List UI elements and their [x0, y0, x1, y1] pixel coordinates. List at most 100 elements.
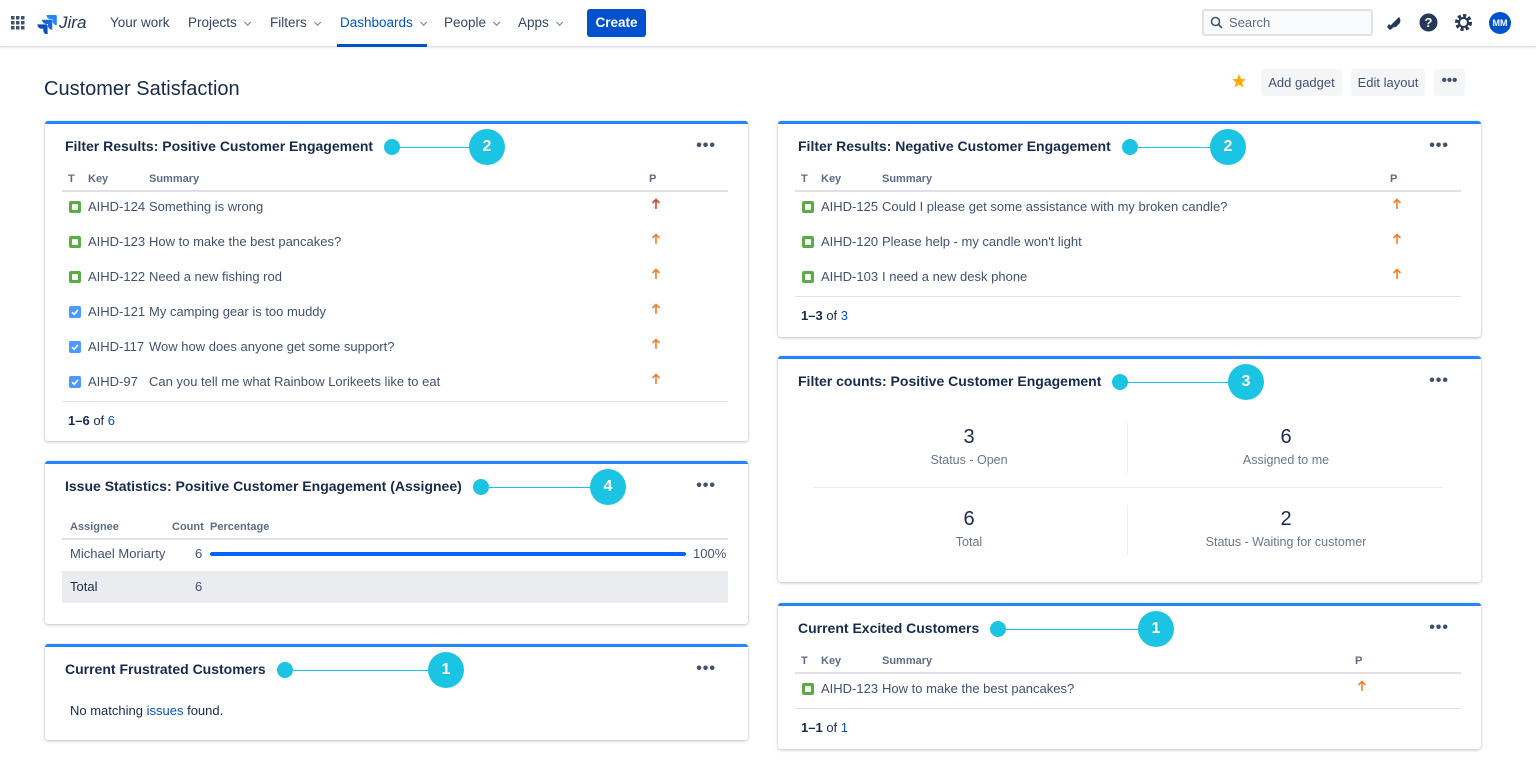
nav-item[interactable]: Filters — [270, 0, 321, 47]
priority-icon — [1357, 680, 1367, 691]
chevron — [313, 18, 321, 26]
jira-logo-text[interactable]: Jira — [59, 13, 87, 32]
issue-key[interactable]: AIHD-123 — [88, 234, 146, 249]
issue-type-icon — [802, 236, 814, 248]
gadget-menu[interactable]: ••• — [1429, 137, 1449, 154]
issue-key[interactable]: AIHD-103 — [821, 269, 879, 284]
check — [71, 379, 79, 386]
issue-key[interactable]: AIHD-121 — [88, 304, 146, 319]
icon-inner — [805, 274, 811, 280]
icon-inner — [805, 204, 811, 210]
app-switcher[interactable] — [11, 16, 25, 30]
issue-summary[interactable]: My camping gear is too muddy — [149, 304, 327, 319]
page-total[interactable]: 3 — [840, 308, 849, 323]
issue-key[interactable]: AIHD-125 — [821, 199, 879, 214]
gadget-title: Filter counts: Positive Customer Engagem… — [798, 373, 1102, 389]
issue-type-icon — [69, 271, 81, 283]
priority-icon — [651, 268, 661, 279]
message-text: No matching — [70, 703, 143, 718]
gadget: Issue Statistics: Positive Customer Enga… — [45, 461, 748, 624]
count-value[interactable]: 3 — [963, 426, 975, 448]
gadget: Current Excited Customers ••• 1 T Key Summary… — [778, 603, 1481, 749]
count-value[interactable]: 6 — [963, 508, 975, 530]
divider — [1127, 423, 1128, 473]
gadget-menu[interactable]: ••• — [696, 137, 716, 154]
header-button[interactable]: Add gadget — [1261, 69, 1342, 96]
nav-item-label: Your work — [110, 15, 170, 30]
search-box[interactable]: Search — [1202, 9, 1373, 36]
column-header: Summary — [882, 173, 933, 185]
message-link[interactable]: issues — [146, 703, 184, 718]
total-count: 6 — [195, 579, 203, 594]
column-header: Summary — [882, 655, 933, 667]
settings-icon[interactable] — [1454, 13, 1473, 32]
page-of: of — [826, 720, 838, 735]
nav-item[interactable]: Projects — [188, 0, 251, 47]
count-label: Total — [955, 535, 983, 549]
star-icon[interactable] — [1231, 73, 1247, 89]
gadget-title: Issue Statistics: Positive Customer Enga… — [65, 478, 462, 494]
issue-type-icon — [69, 341, 81, 353]
column-header: Percentage — [210, 521, 270, 533]
issue-summary[interactable]: Can you tell me what Rainbow Lorikeets l… — [149, 374, 441, 389]
annotation-line — [392, 147, 487, 148]
column-header: Key — [88, 173, 109, 185]
issue-key[interactable]: AIHD-97 — [88, 374, 138, 389]
issue-summary[interactable]: How to make the best pancakes? — [149, 234, 342, 249]
count-value[interactable]: 2 — [1280, 508, 1292, 530]
assignee[interactable]: Michael Moriarty — [70, 546, 166, 561]
help-icon[interactable]: ? — [1419, 13, 1438, 32]
header-button[interactable]: Edit layout — [1351, 69, 1425, 96]
page-total[interactable]: 6 — [107, 413, 116, 428]
priority-arrow — [1392, 268, 1402, 279]
header-rule — [62, 538, 728, 540]
nav-item-label: Apps — [518, 15, 549, 30]
notifications-icon[interactable] — [1385, 14, 1403, 32]
jira-logo-icon[interactable] — [37, 14, 57, 34]
nav-item[interactable]: People — [444, 0, 501, 47]
percentage-label: 100% — [693, 546, 727, 561]
priority-icon — [651, 373, 661, 384]
issue-key[interactable]: AIHD-123 — [821, 681, 879, 696]
gadget-title: Filter Results: Negative Customer Engage… — [798, 138, 1111, 154]
nav-item-label: Dashboards — [340, 15, 413, 30]
page-total[interactable]: 1 — [840, 720, 849, 735]
chevron — [555, 18, 563, 26]
more-actions[interactable]: ••• — [1434, 69, 1465, 96]
issue-key[interactable]: AIHD-124 — [88, 199, 146, 214]
nav-item[interactable]: Apps — [518, 0, 563, 47]
issue-summary[interactable]: I need a new desk phone — [882, 269, 1028, 284]
gadget-menu[interactable]: ••• — [1429, 619, 1449, 636]
nav-item[interactable]: Your work — [110, 0, 170, 47]
issue-key[interactable]: AIHD-120 — [821, 234, 879, 249]
total-label: Total — [70, 579, 98, 594]
column-header: T — [68, 173, 75, 185]
gadget-menu[interactable]: ••• — [696, 477, 716, 494]
total-row: Total 6 — [62, 571, 728, 603]
nav-item[interactable]: Dashboards — [337, 0, 427, 47]
issue-summary[interactable]: Something is wrong — [149, 199, 264, 214]
gadget-menu[interactable]: ••• — [696, 660, 716, 677]
issue-summary[interactable]: Wow how does anyone get some support? — [149, 339, 395, 354]
issue-summary[interactable]: Could I please get some assistance with … — [882, 199, 1228, 214]
count-label: Status - Open — [930, 453, 1008, 467]
count-value[interactable]: 6 — [1280, 426, 1292, 448]
issue-key[interactable]: AIHD-117 — [88, 339, 145, 354]
gadget: Filter Results: Positive Customer Engage… — [45, 121, 748, 441]
gadget-menu[interactable]: ••• — [1429, 372, 1449, 389]
message-text: found. — [187, 703, 224, 718]
header-rule — [62, 190, 728, 192]
issue-summary[interactable]: Need a new fishing rod — [149, 269, 282, 284]
avatar[interactable]: MM — [1489, 12, 1511, 34]
issue-summary[interactable]: Please help - my candle won't light — [882, 234, 1082, 249]
annotation-line — [1120, 382, 1246, 383]
priority-arrow — [651, 198, 661, 209]
issue-key[interactable]: AIHD-122 — [88, 269, 146, 284]
count-label: Status - Waiting for customer — [1205, 535, 1367, 549]
issue-summary[interactable]: How to make the best pancakes? — [882, 681, 1075, 696]
column-header: P — [649, 173, 657, 185]
create-button[interactable]: Create — [587, 9, 646, 37]
percentage-bar — [210, 552, 686, 556]
priority-arrow — [651, 233, 661, 244]
